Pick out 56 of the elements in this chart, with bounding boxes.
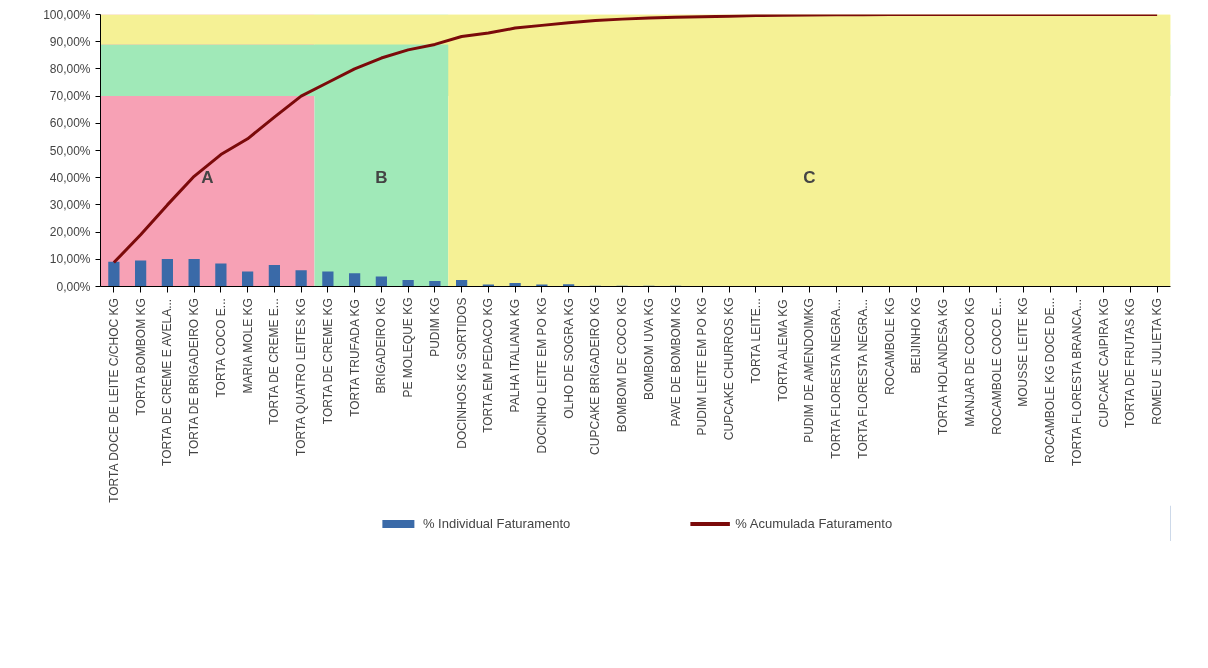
y-tick-label: 30,00% xyxy=(49,197,91,212)
y-tick-label: 70,00% xyxy=(49,89,91,104)
x-tick-label: DOCINHO LEITE EM PO KG xyxy=(534,297,549,454)
x-tick-label: TORTA DE FRUTAS KG xyxy=(1123,298,1138,428)
x-tick-label: TORTA LEITE... xyxy=(748,298,763,384)
x-tick-label: TORTA TRUFADA KG xyxy=(347,299,362,417)
x-tick-label: PE MOLEQUE KG xyxy=(401,297,416,398)
x-tick-label: TORTA EM PEDACO KG xyxy=(481,298,496,433)
band-label: C xyxy=(803,168,816,188)
x-tick-label: MARIA MOLE KG xyxy=(240,298,255,394)
x-tick-label: CUPCAKE CHURROS KG xyxy=(722,297,737,441)
x-tick-label: TORTA DOCE DE LEITE C/CHOC KG xyxy=(106,298,121,503)
band-label: B xyxy=(375,168,388,188)
x-tick-label: TORTA QUATRO LEITES KG xyxy=(294,298,309,456)
x-tick-label: OLHO DE SOGRA KG xyxy=(561,298,576,419)
x-tick-label: TORTA FLORESTA BRANCA... xyxy=(1069,298,1084,466)
x-tick-label: BOMBOM DE COCO KG xyxy=(615,297,630,433)
legend-label: % Individual Faturamento xyxy=(422,515,571,531)
x-tick-label: TORTA DE CREME E AVELA... xyxy=(160,298,175,466)
legend-label: % Acumulada Faturamento xyxy=(735,515,893,531)
y-tick-label: 40,00% xyxy=(49,170,91,185)
x-tick-label: ROCAMBOLE KG xyxy=(882,297,897,395)
x-tick-label: PALHA ITALIANA KG xyxy=(508,298,523,413)
x-tick-label: TORTA DE CREME KG xyxy=(320,298,335,425)
x-tick-label: TORTA HOLANDESA KG xyxy=(936,298,951,435)
band-label: A xyxy=(201,168,214,188)
x-tick-label: PUDIM DE AMENDOIMKG xyxy=(802,298,817,443)
x-tick-label: CUPCAKE CAIPIRA KG xyxy=(1096,298,1111,428)
x-tick-label: BEIJINHO KG xyxy=(909,297,924,374)
x-tick-label: PUDIM LEITE EM PO KG xyxy=(695,297,710,436)
x-tick-label: ROCAMBOLE COCO E... xyxy=(989,297,1004,435)
x-tick-label: TORTA FLORESTA NEGRA... xyxy=(855,298,870,459)
x-tick-label: TORTA COCO E... xyxy=(213,298,228,398)
x-tick-label: TORTA DE CREME E... xyxy=(267,298,282,425)
x-tick-label: BRIGADEIRO KG xyxy=(374,297,389,394)
y-tick-label: 90,00% xyxy=(49,34,91,49)
x-tick-label: PAVE DE BOMBOM KG xyxy=(668,297,683,427)
x-tick-label: ROCAMBOLE KG DOCE DE... xyxy=(1043,297,1058,463)
x-tick-label: ROMEU E JULIETA KG xyxy=(1150,298,1165,425)
x-tick-label: CUPCAKE BRIGADEIRO KG xyxy=(588,297,603,455)
x-tick-label: PUDIM KG xyxy=(427,297,442,357)
y-tick-label: 100,00% xyxy=(43,7,91,22)
x-tick-label: TORTA DE BRIGADEIRO KG xyxy=(187,298,202,457)
y-tick-label: 10,00% xyxy=(49,252,91,267)
y-tick-label: 50,00% xyxy=(49,143,91,158)
x-tick-label: MOUSSE LEITE KG xyxy=(1016,297,1031,407)
x-tick-label: TORTA BOMBOM KG xyxy=(133,298,148,416)
y-tick-label: 20,00% xyxy=(49,225,91,240)
x-tick-label: TORTA ALEMA KG xyxy=(775,299,790,402)
x-tick-label: TORTA FLORESTA NEGRA... xyxy=(829,298,844,459)
x-tick-label: BOMBOM UVA KG xyxy=(641,298,656,400)
x-tick-label: DOCINHOS KG SORTIDOS xyxy=(454,297,469,449)
y-tick-label: 60,00% xyxy=(49,116,91,131)
y-tick-label: 0,00% xyxy=(56,279,91,294)
y-tick-label: 80,00% xyxy=(49,61,91,76)
x-tick-label: MANJAR DE COCO KG xyxy=(962,297,977,427)
